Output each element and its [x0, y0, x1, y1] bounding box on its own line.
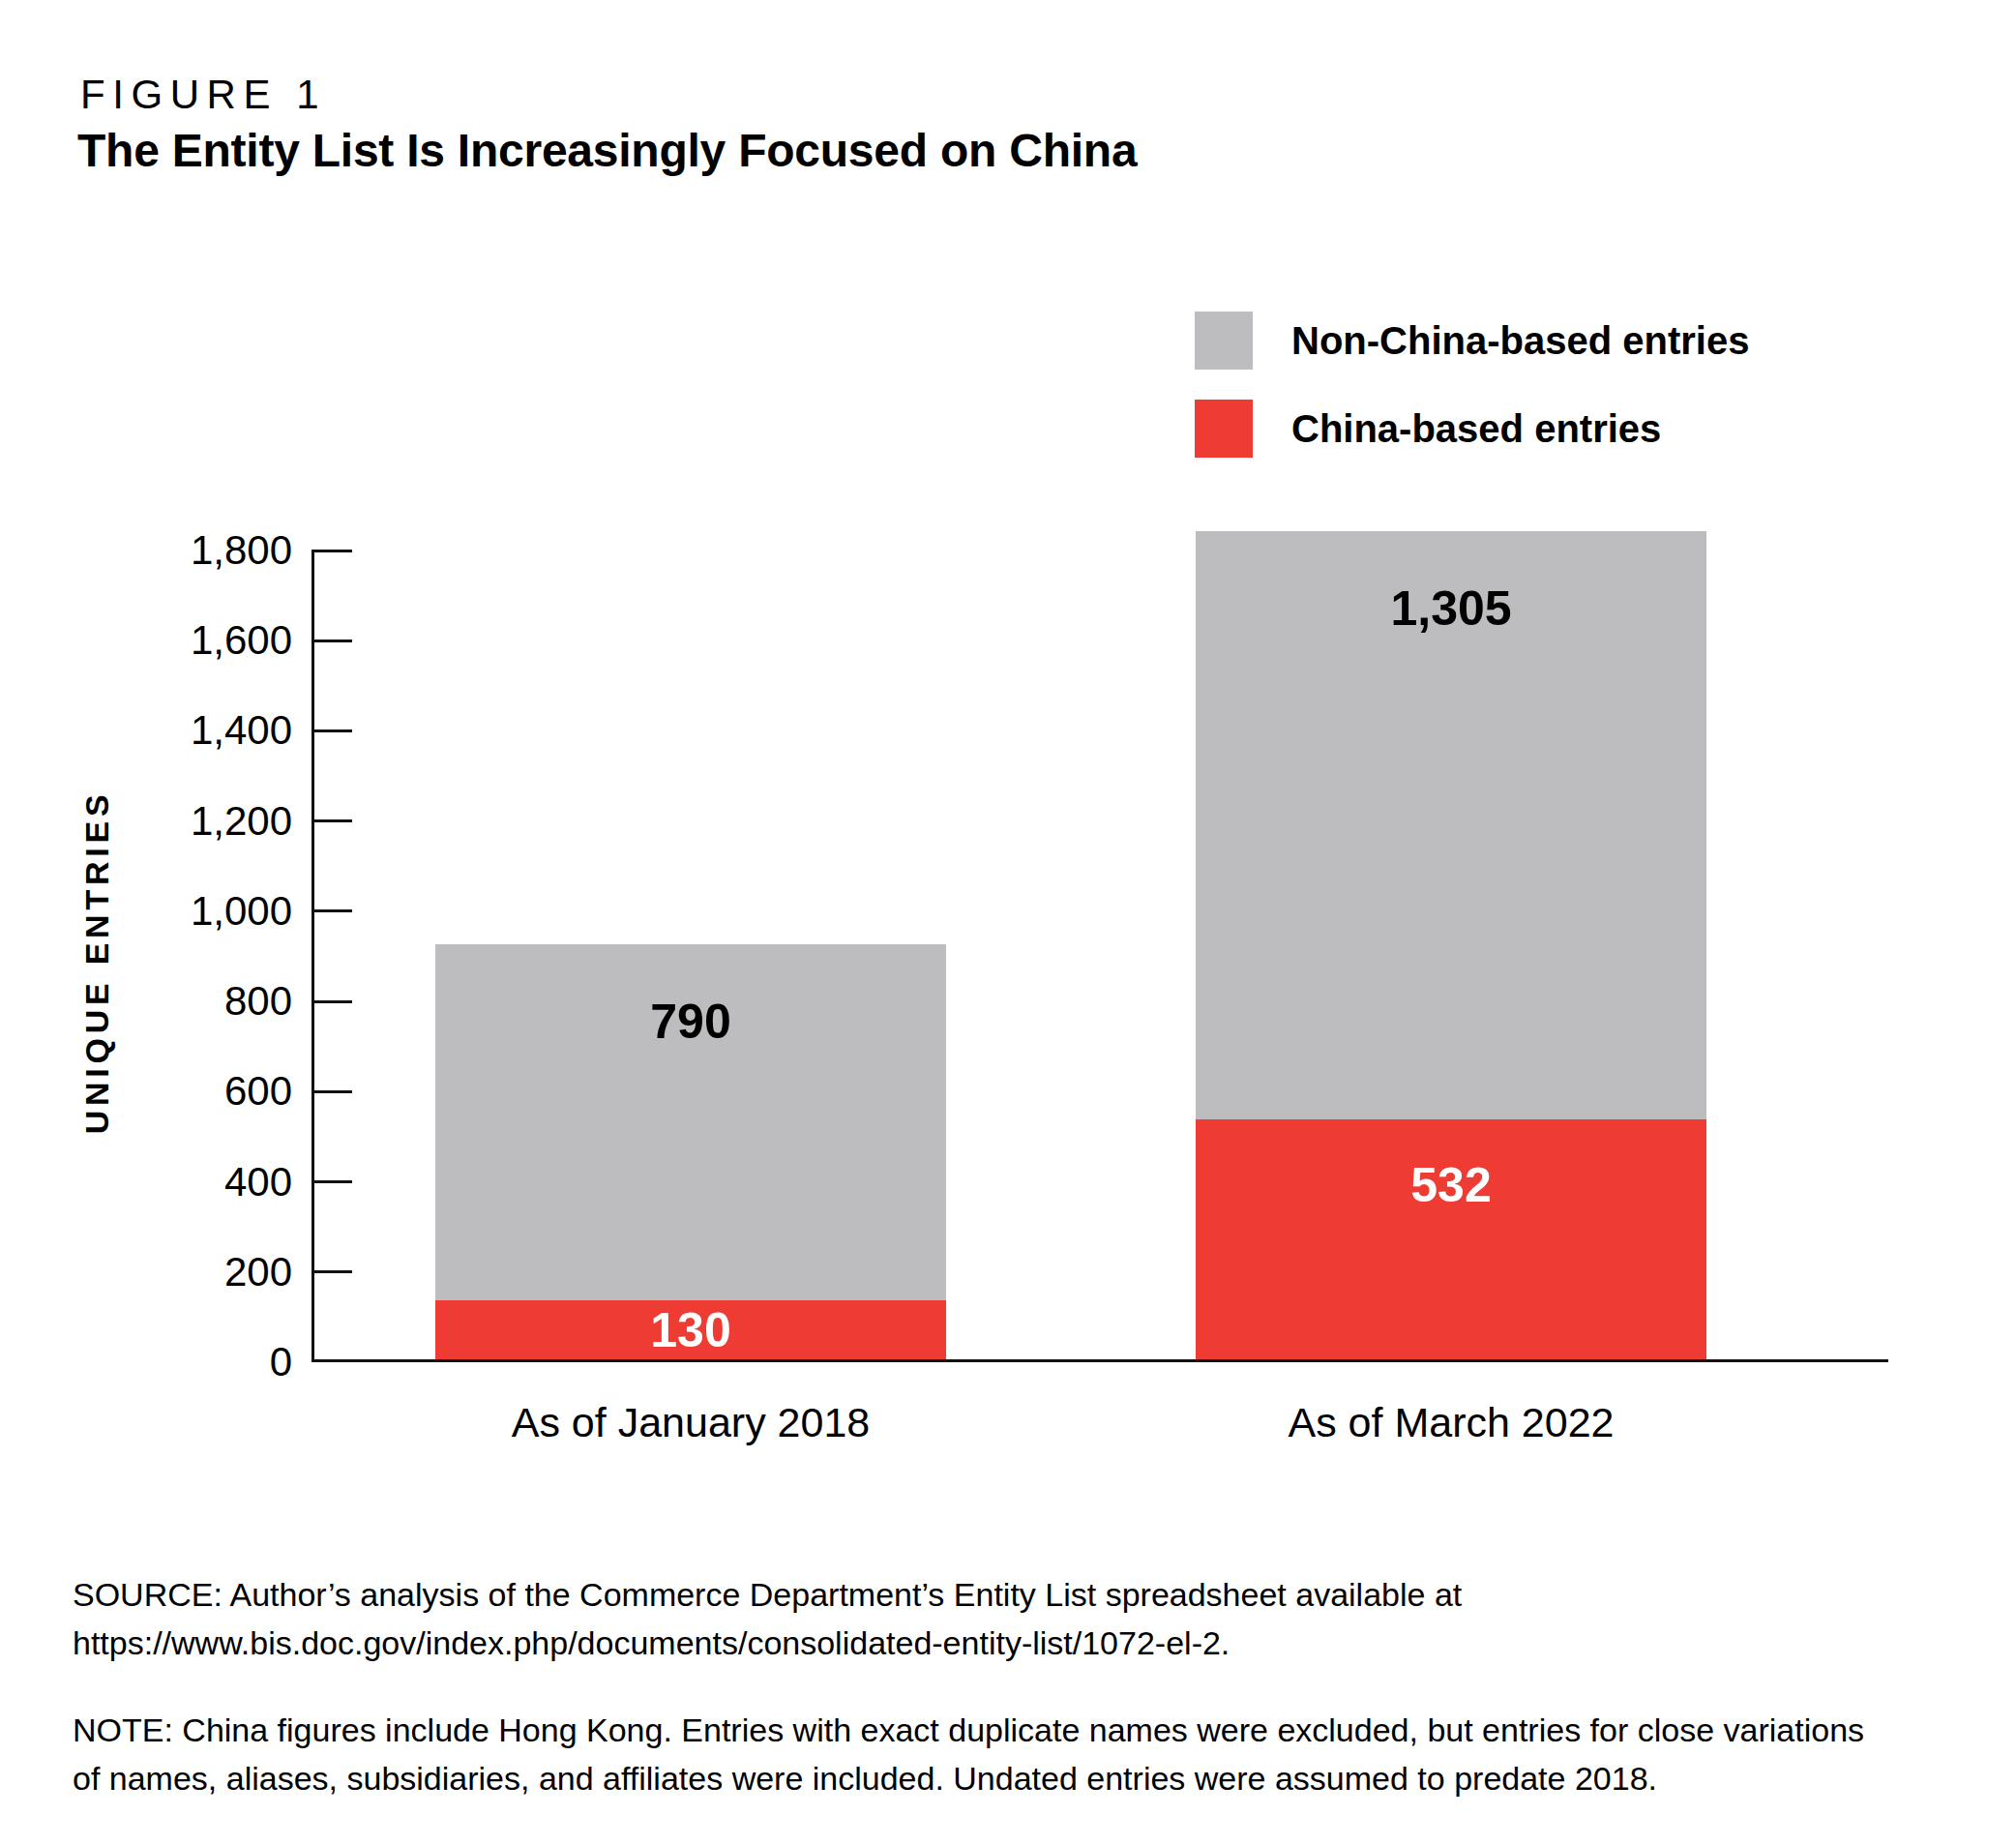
y-tick-mark: [311, 640, 352, 642]
x-axis-label-january-2018: As of January 2018: [512, 1399, 871, 1446]
y-tick-mark: [311, 1270, 352, 1273]
bar-value-label: 1,305: [1196, 581, 1706, 636]
x-axis-label-march-2022: As of March 2022: [1288, 1399, 1614, 1446]
y-tick-mark: [311, 1000, 352, 1003]
y-tick-label: 1,200: [79, 801, 292, 842]
bar-segment-china: 532: [1196, 1119, 1706, 1359]
y-tick-mark: [311, 729, 352, 732]
legend-swatch-red: [1195, 400, 1253, 458]
bar-value-label: 532: [1196, 1158, 1706, 1212]
bar-value-label: 790: [435, 995, 946, 1049]
x-axis-line: [311, 1359, 1888, 1362]
chart-title: The Entity List Is Increasingly Focused …: [77, 124, 1137, 177]
y-tick-label: 200: [79, 1252, 292, 1293]
legend-label: Non-China-based entries: [1291, 312, 1749, 370]
y-tick-mark: [311, 550, 352, 552]
y-tick-label: 1,000: [79, 891, 292, 932]
bar-segment-non-china: 790: [435, 944, 946, 1300]
y-tick-label: 1,400: [79, 710, 292, 751]
y-axis-line: [311, 551, 314, 1362]
y-tick-mark: [311, 819, 352, 822]
legend-label: China-based entries: [1291, 400, 1661, 458]
bar-segment-china: 130: [435, 1300, 946, 1359]
note-text: NOTE: China figures include Hong Kong. E…: [73, 1707, 1998, 1803]
legend: Non-China-based entries China-based entr…: [1195, 312, 1749, 488]
legend-item-non-china: Non-China-based entries: [1195, 312, 1749, 370]
bar-segment-non-china: 1,305: [1196, 531, 1706, 1119]
y-tick-label: 0: [79, 1342, 292, 1383]
plot-area: 790 130 1,305 532: [311, 551, 1888, 1362]
y-tick-label: 1,800: [79, 530, 292, 571]
y-tick-label: 800: [79, 981, 292, 1022]
bar-value-label: 130: [435, 1303, 946, 1357]
y-tick-mark: [311, 909, 352, 912]
legend-item-china: China-based entries: [1195, 400, 1749, 458]
legend-swatch-gray: [1195, 312, 1253, 370]
y-tick-mark: [311, 1180, 352, 1183]
figure-page: FIGURE 1 The Entity List Is Increasingly…: [0, 0, 2016, 1845]
y-tick-label: 400: [79, 1162, 292, 1203]
figure-label: FIGURE 1: [80, 72, 326, 118]
y-tick-label: 600: [79, 1071, 292, 1112]
y-tick-label: 1,600: [79, 620, 292, 661]
source-text: SOURCE: Author’s analysis of the Commerc…: [73, 1571, 1998, 1668]
y-tick-mark: [311, 1090, 352, 1093]
